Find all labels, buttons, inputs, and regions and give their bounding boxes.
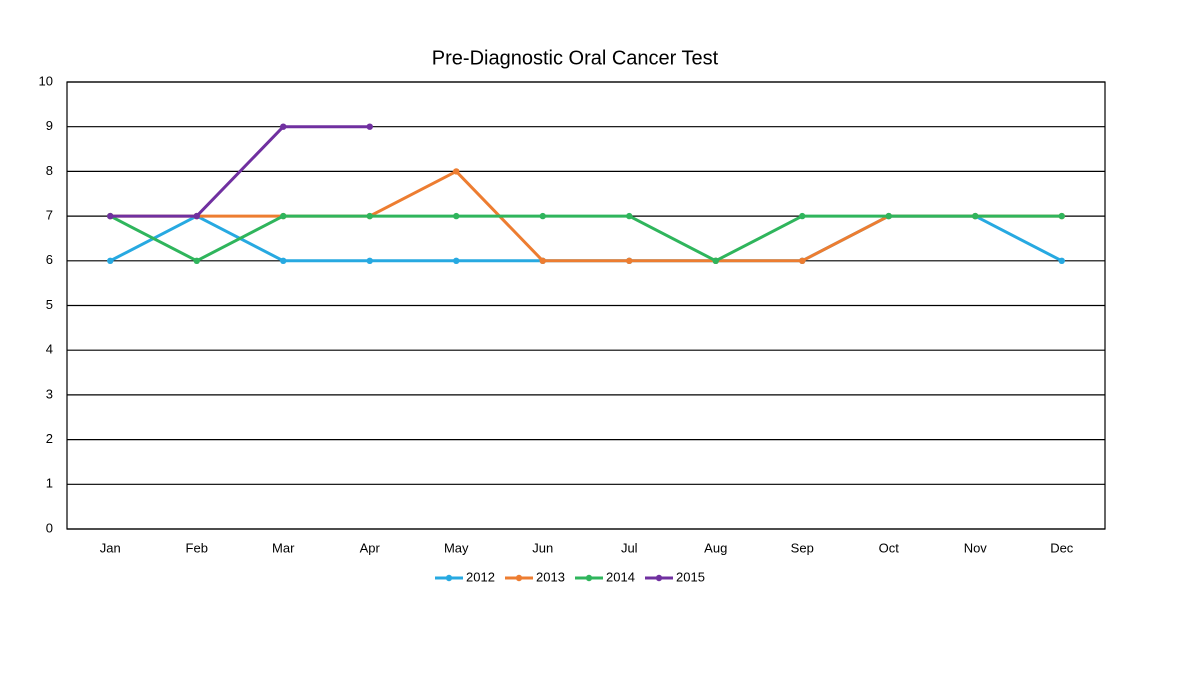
point: [712, 257, 719, 264]
point: [1058, 212, 1065, 220]
point: [280, 212, 287, 220]
point: [626, 257, 633, 264]
point: [885, 212, 892, 220]
legend-marker: [515, 574, 523, 582]
chart-title: Pre-Diagnostic Oral Cancer Test: [432, 47, 719, 69]
x-tick-label: Mar: [272, 540, 295, 555]
y-tick-label: 5: [46, 297, 53, 312]
x-tick-label: Sep: [791, 540, 814, 555]
y-tick-label: 0: [46, 520, 53, 535]
x-tick-label: Oct: [879, 540, 900, 555]
y-tick-label: 1: [46, 476, 53, 491]
x-tick-label: Apr: [360, 540, 381, 555]
legend-label: 2012: [466, 569, 495, 584]
point: [280, 123, 287, 130]
x-tick-label: Nov: [964, 540, 988, 555]
point: [453, 168, 460, 175]
point: [799, 212, 806, 220]
y-tick-label: 7: [46, 208, 53, 223]
x-tick-label: Aug: [704, 540, 727, 555]
x-tick-label: May: [444, 540, 469, 555]
point: [799, 257, 806, 264]
point: [366, 212, 373, 220]
point: [366, 123, 373, 130]
y-tick-label: 2: [46, 431, 53, 446]
y-tick-label: 9: [46, 118, 53, 133]
point: [453, 212, 460, 220]
y-tick-label: 6: [46, 252, 53, 267]
point: [107, 257, 114, 264]
series-line: [110, 125, 370, 218]
point: [107, 212, 114, 220]
point: [539, 257, 546, 264]
x-tick-label: Jan: [100, 540, 121, 555]
y-tick-label: 8: [46, 163, 53, 178]
plot-border: [66, 81, 1106, 530]
y-tick-label: 10: [39, 73, 53, 88]
legend-label: 2013: [536, 569, 565, 584]
point: [280, 257, 287, 264]
legend-marker: [445, 574, 453, 582]
legend-label: 2015: [676, 569, 705, 584]
legend-marker: [585, 574, 593, 582]
x-tick-label: Dec: [1050, 540, 1074, 555]
y-tick-label: 3: [46, 386, 53, 401]
x-tick-label: Jul: [621, 540, 638, 555]
point: [366, 257, 373, 264]
series-line: [109, 214, 1062, 263]
legend-label: 2014: [606, 569, 635, 584]
point: [453, 257, 460, 264]
point: [626, 212, 633, 220]
y-tick-label: 4: [46, 342, 53, 357]
point: [1058, 257, 1065, 264]
point: [193, 257, 200, 264]
x-tick-label: Jun: [532, 540, 553, 555]
point: [972, 212, 979, 220]
point: [539, 212, 546, 220]
x-tick-label: Feb: [186, 540, 208, 555]
point: [193, 212, 200, 220]
legend-marker: [655, 574, 663, 582]
